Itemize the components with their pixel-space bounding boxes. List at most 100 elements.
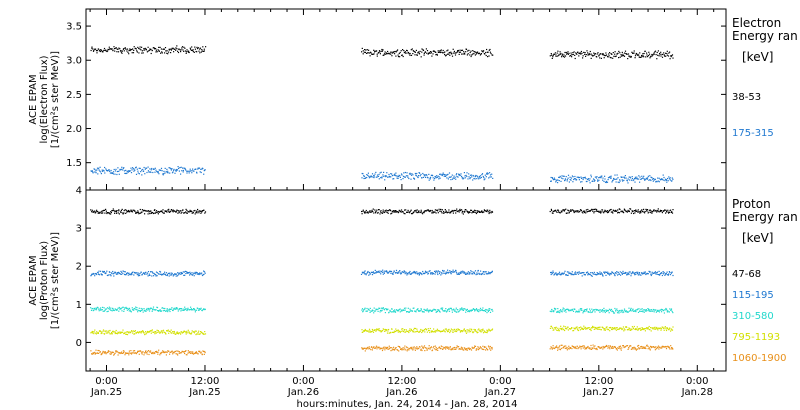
electron-data-point [369,55,371,57]
electron-data-point [563,54,565,56]
proton-data-point [130,332,132,334]
proton-data-point [555,328,557,330]
proton-data-point [161,210,163,212]
electron-data-point [624,52,626,54]
proton-data-point [173,274,175,276]
electron-data-point [415,175,418,177]
proton-data-point [443,346,445,348]
electron-data-point [400,173,403,175]
electron-data-point [125,48,127,50]
proton-data-point [484,210,486,212]
electron-data-point [180,49,182,51]
proton-data-point [587,272,590,275]
proton-data-point [382,273,384,275]
proton-data-point [619,348,621,350]
proton-data-point [381,212,383,214]
proton-data-point [142,272,144,275]
proton-data-point [168,330,170,332]
electron-data-point [612,180,614,182]
proton-data-point [163,307,165,310]
proton-data-point [140,212,142,214]
electron-data-point [114,170,117,172]
proton-data-point [432,309,434,311]
proton-data-point [585,328,587,330]
proton-data-point [110,213,112,215]
proton-data-point [605,344,608,347]
proton-data-point [185,332,187,334]
proton-data-point [146,272,148,274]
proton-data-point [445,308,447,310]
electron-data-point [399,176,401,178]
proton-data-point [166,211,168,213]
proton-data-point [377,212,379,214]
proton-data-point [155,309,157,311]
proton-data-point [654,326,656,328]
proton-data-point [483,273,485,275]
electron-data-point [404,51,406,53]
x-tick-date: Jan.26 [385,387,417,398]
proton-data-point [647,345,649,347]
proton-data-point [596,272,598,274]
electron-data-point [483,177,485,179]
proton-data-point [637,345,639,347]
proton-data-point [563,347,565,349]
proton-data-point [91,331,93,333]
proton-data-point [401,330,403,332]
proton-data-point [601,346,603,348]
electron-data-point [201,168,203,170]
proton-data-point [479,273,481,275]
proton-data-point [203,209,205,211]
electron-data-point [194,168,196,170]
electron-data-point [651,177,653,179]
proton-data-point [194,209,196,212]
proton-data-point [426,349,428,351]
proton-data-point [115,210,117,212]
electron-data-point [142,168,144,171]
proton-data-point [168,350,170,352]
proton-data-point [425,309,427,311]
electron-data-point [102,169,104,171]
proton-data-point [575,310,577,312]
proton-data-point [636,348,639,350]
electron-data-point [603,180,605,182]
proton-data-point [408,349,410,351]
proton-data-point [123,212,125,214]
electron-data-point [667,55,670,57]
electron-data-point [664,178,666,180]
proton-data-point [388,345,390,347]
proton-data-point [147,331,150,333]
proton-data-point [580,346,582,348]
electron-series-1 [90,166,674,184]
proton-data-point [667,345,669,347]
proton-data-point [181,332,183,334]
proton-data-point [593,273,595,275]
proton-data-point [153,212,155,214]
electron-data-point [592,178,595,180]
proton-data-point [103,351,105,353]
electron-data-point [584,53,586,55]
proton-data-point [362,209,364,211]
proton-data-point [116,308,118,311]
proton-data-point [372,271,374,273]
proton-data-point [385,346,387,348]
proton-data-point [571,327,573,329]
proton-data-point [151,309,154,311]
electron-data-point [476,175,478,177]
electron-data-point [428,173,430,175]
electron-data-point [148,49,150,52]
proton-data-point [570,273,572,275]
proton-data-point [609,345,611,347]
proton-data-point [100,309,102,311]
proton-data-point [490,271,492,274]
electron-data-point [100,171,102,173]
electron-data-point [442,49,444,52]
proton-data-point [436,311,438,313]
proton-data-point [421,349,423,352]
proton-data-point [404,271,406,273]
proton-data-point [558,310,560,312]
proton-data-point [393,211,396,213]
electron-data-point [567,51,569,53]
proton-data-point [201,211,203,213]
proton-data-point [637,308,639,310]
proton-data-point [387,308,389,310]
